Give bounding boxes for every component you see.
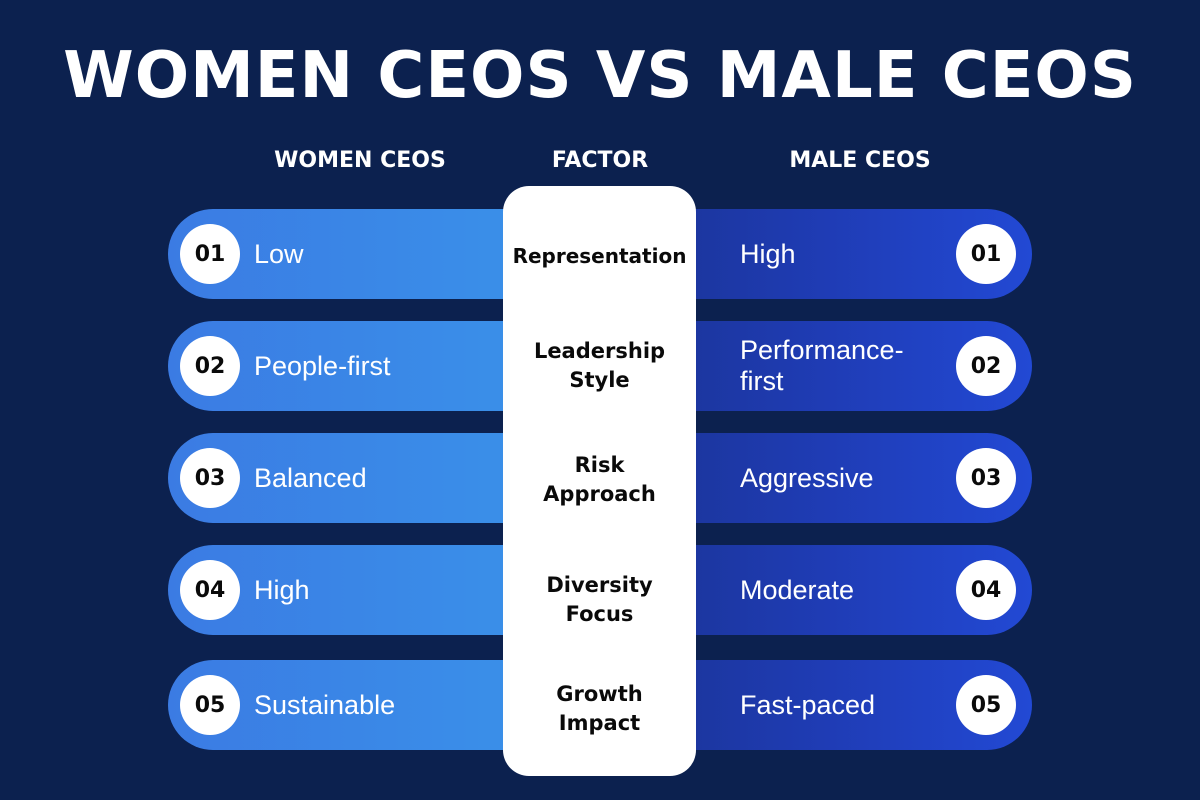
factor-header: FACTOR (551, 148, 649, 173)
women-row-number: 03 (180, 448, 240, 508)
male-row-value: Moderate (740, 574, 855, 605)
women-row-value: Sustainable (254, 689, 396, 720)
male-row-number: 01 (956, 224, 1016, 284)
page-title: WOMEN CEOS VS MALE CEOS (63, 39, 1137, 113)
factor-label: Diversity Focus (546, 573, 653, 626)
women-row-number: 02 (180, 336, 240, 396)
male-row-value: Fast-paced (740, 689, 876, 720)
male-ceos-header: MALE CEOS (789, 148, 931, 173)
male-row-value: High (740, 238, 796, 269)
factor-label: Leadership Style (533, 339, 666, 392)
factor-label: Risk Approach (543, 453, 656, 506)
women-row-value: Balanced (254, 462, 367, 493)
factor-label: Growth Impact (556, 682, 643, 735)
women-ceos-header: WOMEN CEOS (274, 148, 446, 173)
women-row-value: High (254, 574, 310, 605)
factor-label: Representation (512, 243, 687, 268)
male-row-value: Aggressive (740, 462, 874, 493)
women-row-value: People-first (254, 350, 391, 381)
male-row-number: 02 (956, 336, 1016, 396)
women-row-number: 04 (180, 560, 240, 620)
women-row-value: Low (254, 238, 304, 269)
male-row-value: Performance-first (740, 335, 904, 396)
male-row-number: 04 (956, 560, 1016, 620)
women-row-number: 01 (180, 224, 240, 284)
factor-column (503, 186, 696, 776)
women-row-number: 05 (180, 675, 240, 735)
male-row-number: 03 (956, 448, 1016, 508)
male-row-number: 05 (956, 675, 1016, 735)
